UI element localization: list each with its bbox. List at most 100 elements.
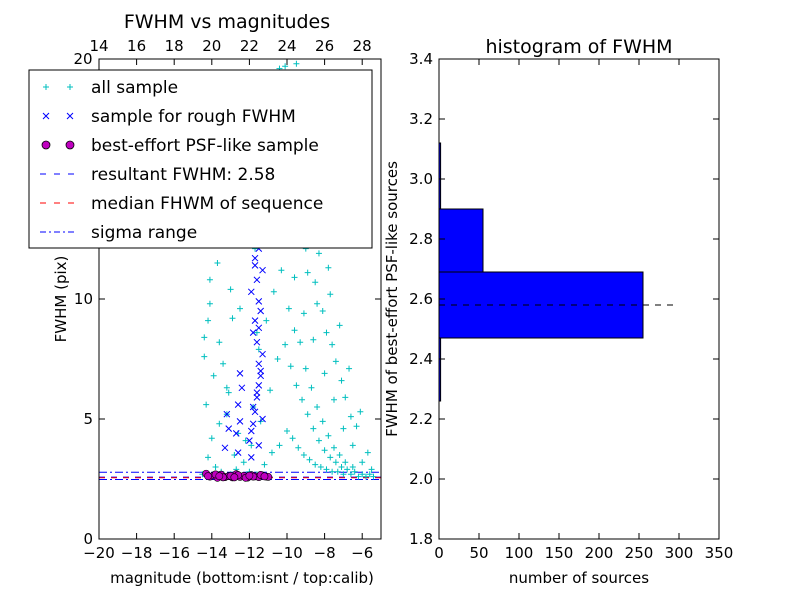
point-all-sample: [347, 471, 354, 478]
point-all-sample: [351, 468, 358, 475]
x-tick-label: 350: [705, 544, 734, 562]
point-all-sample: [276, 442, 283, 449]
point-all-sample: [210, 372, 217, 379]
legend-label: sigma range: [91, 223, 197, 243]
point-all-sample: [216, 339, 223, 346]
point-rough-sample: [232, 430, 240, 437]
point-rough-sample: [225, 425, 233, 432]
point-rough-sample: [255, 360, 263, 368]
histogram-xlabel: number of sources: [509, 569, 649, 587]
point-rough-sample: [259, 266, 266, 274]
point-all-sample: [314, 300, 321, 307]
point-all-sample: [293, 60, 300, 67]
top-tick-label: 22: [240, 37, 259, 55]
point-all-sample: [214, 260, 221, 266]
point-all-sample: [323, 329, 330, 336]
histogram-plot-area: [438, 142, 679, 402]
point-all-sample: [306, 456, 313, 463]
scatter-xlabel: magnitude (bottom:isnt / top:calib): [110, 569, 374, 587]
y-tick-label: 2.6: [409, 290, 433, 308]
point-rough-sample: [238, 384, 246, 392]
point-rough-sample: [255, 298, 263, 305]
y-tick-label: 3.4: [409, 50, 433, 68]
point-all-sample: [300, 310, 307, 317]
point-all-sample: [282, 63, 289, 70]
x-tick-label: 100: [505, 544, 534, 562]
point-all-sample: [287, 363, 294, 370]
legend-marker-circle: [41, 140, 51, 150]
point-all-sample: [302, 365, 309, 372]
x-tick-label: −12: [234, 544, 266, 562]
legend-marker-plus: [67, 84, 73, 90]
top-tick-label: 28: [353, 37, 372, 55]
point-all-sample: [297, 339, 304, 346]
top-tick-label: 14: [89, 37, 108, 55]
point-all-sample: [312, 279, 319, 286]
point-rough-sample: [221, 444, 229, 452]
point-rough-sample: [234, 401, 242, 408]
point-rough-sample: [253, 394, 261, 401]
x-tick-label: −20: [83, 544, 115, 562]
point-all-sample: [349, 442, 356, 449]
point-all-sample: [253, 329, 260, 336]
histogram-panel: histogram of FWHM 0 50 100 150 200 250 300 350 …: [383, 36, 733, 587]
x-tick-label: 250: [625, 544, 654, 562]
legend-label: best-effort PSF-like sample: [91, 136, 319, 156]
point-psf-sample: [260, 472, 269, 481]
point-all-sample: [263, 317, 270, 324]
point-all-sample: [216, 420, 223, 427]
scatter-top-corner-label: 20: [73, 50, 92, 68]
point-rough-sample: [236, 418, 244, 425]
point-rough-sample: [246, 437, 253, 444]
point-all-sample: [315, 250, 322, 257]
point-all-sample: [336, 322, 343, 329]
point-all-sample: [370, 473, 377, 480]
point-all-sample: [312, 461, 319, 468]
point-all-sample: [353, 423, 360, 430]
point-all-sample: [268, 449, 275, 456]
point-all-sample: [344, 466, 351, 473]
point-rough-sample: [257, 372, 265, 380]
point-all-sample: [240, 459, 247, 466]
x-tick-label: −8: [314, 544, 336, 562]
histogram-bar: [438, 208, 484, 273]
y-tick-label: 1.8: [409, 530, 433, 548]
point-all-sample: [229, 315, 236, 322]
point-all-sample: [346, 365, 353, 372]
point-all-sample: [321, 370, 328, 377]
point-all-sample: [349, 464, 356, 470]
point-all-sample: [340, 425, 347, 432]
scatter-x-axis: −20 −18 −16 −14 −12 −10 −8 −6: [83, 59, 373, 562]
point-rough-sample: [251, 317, 259, 324]
point-all-sample: [362, 473, 369, 480]
point-rough-sample: [247, 454, 255, 461]
x-tick-label: 200: [585, 544, 614, 562]
top-tick-label: 16: [127, 37, 146, 55]
point-all-sample: [325, 432, 332, 439]
point-all-sample: [366, 471, 373, 478]
x-tick-label: −18: [121, 544, 153, 562]
point-all-sample: [364, 449, 371, 456]
point-all-sample: [223, 384, 230, 391]
point-all-sample: [203, 401, 210, 408]
histogram-y-axis: 1.8 2.0 2.2 2.4 2.6 2.8 3.0 3.2 3.4: [409, 50, 719, 548]
x-tick-label: −16: [158, 544, 190, 562]
point-all-sample: [274, 356, 281, 362]
point-all-sample: [291, 274, 298, 281]
point-all-sample: [314, 404, 321, 410]
point-all-sample: [315, 437, 322, 444]
point-rough-sample: [257, 307, 265, 315]
y-tick-label: 5: [83, 410, 93, 428]
x-tick-label: −14: [196, 544, 228, 562]
point-rough-sample: [251, 408, 259, 416]
point-all-sample: [293, 382, 300, 389]
point-all-sample: [291, 327, 298, 334]
legend-marker-x: [66, 112, 74, 120]
point-all-sample: [332, 358, 339, 365]
scatter-plot-area: [99, 60, 381, 482]
point-all-sample: [342, 459, 349, 466]
y-tick-label: 0: [83, 530, 93, 548]
point-all-sample: [308, 384, 315, 391]
point-rough-sample: [223, 410, 231, 418]
